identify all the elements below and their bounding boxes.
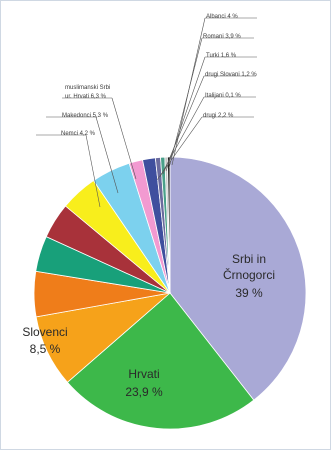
callout-muslimanski-line1: muslimanski Srbi (65, 85, 110, 91)
pie-slice-1 (66, 292, 255, 430)
callout-italijani: Italijani 0,1 % (205, 93, 241, 99)
label-slovenci-value: 8,5 % (30, 342, 61, 356)
pie-slice-0 (169, 156, 307, 401)
label-hrvati-value: 23,9 % (125, 385, 163, 399)
callout-romani: Romani 3,9 % (203, 34, 241, 40)
callout-leader-lines (36, 17, 257, 208)
label-srbi-line2: Črnogorci (223, 267, 275, 282)
callout-drugi: drugi 2,2 % (203, 113, 234, 119)
callout-nemci: Nemci 4,2 % (61, 131, 96, 137)
callout-turki: Turki 1,6 % (206, 53, 237, 59)
label-slovenci-name: Slovenci (22, 325, 67, 339)
callout-drugi-slovani: drugi Slovani 1,2 % (205, 72, 257, 78)
pie-slices (33, 156, 307, 430)
callout-muslimanski-line2: ur. Hrvati 6,3 % (65, 94, 107, 100)
leader-left-1 (95, 116, 119, 194)
label-srbi-value: 39 % (235, 286, 263, 300)
leader-left-2 (85, 134, 101, 208)
label-hrvati-name: Hrvati (128, 367, 159, 381)
leader-right-4 (159, 96, 205, 178)
callout-albanci: Albanci 4 % (206, 14, 238, 20)
leader-left-0 (111, 97, 137, 180)
leader-right-3 (162, 75, 205, 175)
callout-makedonci: Makedonci 5,3 % (62, 113, 109, 119)
leader-right-2 (165, 56, 206, 172)
label-srbi-line1: Srbi in (232, 252, 266, 266)
leader-right-5 (156, 116, 203, 181)
